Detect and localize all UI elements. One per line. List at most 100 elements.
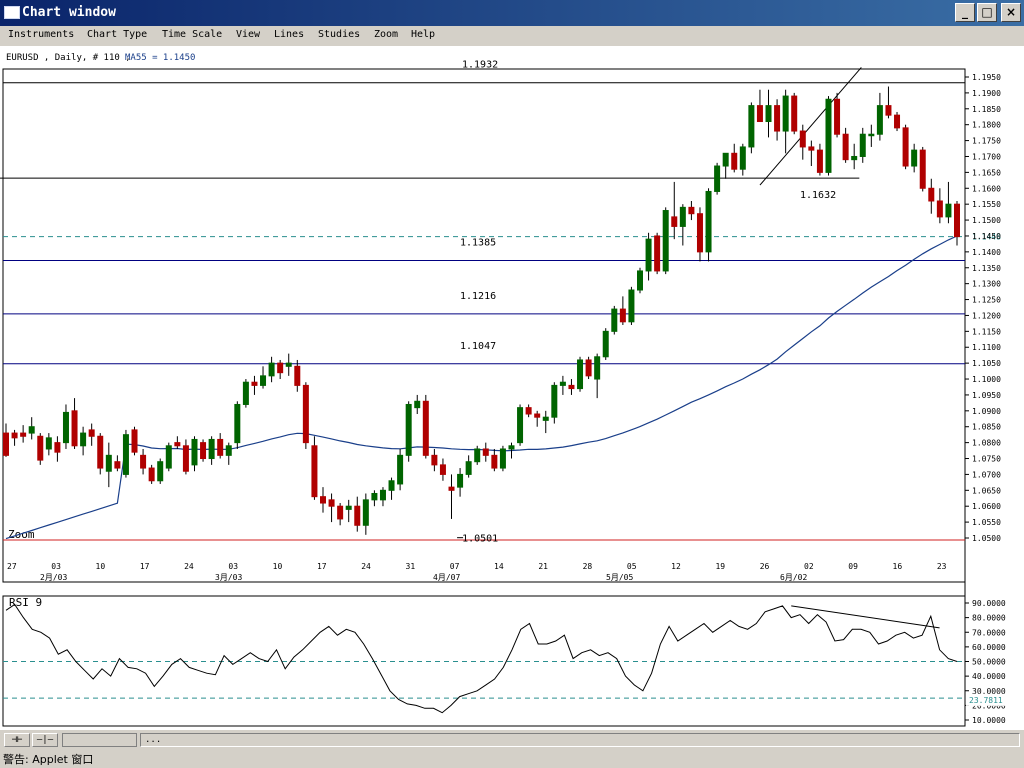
candle-body: [911, 149, 918, 167]
menu-bar: Instruments Chart Type Time Scale View L…: [0, 26, 1024, 46]
menu-chart-type[interactable]: Chart Type: [87, 29, 148, 40]
candle-body: [405, 403, 412, 456]
y-tick-label: 1.1100: [972, 343, 1001, 352]
candle-body: [894, 114, 901, 129]
low-annotation: 1.0501: [462, 534, 498, 545]
rsi-tick-label: 90.0000: [972, 599, 1006, 608]
candle-body: [671, 216, 678, 227]
y-tick-label: 1.1950: [972, 73, 1001, 82]
chart-area[interactable]: EURUSD , Daily, # 110 , MA55 = 1.1450 1.…: [0, 46, 1024, 730]
close-button[interactable]: ×: [1001, 3, 1021, 22]
candle-body: [140, 454, 147, 469]
candle-body: [705, 190, 712, 253]
rsi-tick-label: 20.0000: [972, 701, 1006, 710]
trend-line: [759, 67, 862, 186]
x-tick-label: 26: [760, 562, 770, 571]
y-tick-label: 1.1400: [972, 248, 1001, 257]
y-tick-label: 1.0950: [972, 391, 1001, 400]
title-bar: Chart window _ □ ×: [0, 0, 1024, 26]
rsi-trend-line: [791, 605, 940, 629]
candle-body: [345, 505, 352, 510]
y-tick-label: 1.0700: [972, 470, 1001, 479]
x-tick-label: 14: [494, 562, 504, 571]
candle-body: [277, 362, 284, 374]
candle-body: [482, 448, 489, 456]
candle-body: [328, 499, 335, 507]
candle-body: [756, 105, 763, 123]
candle-body: [568, 384, 575, 390]
candle-body: [919, 149, 926, 189]
menu-help[interactable]: Help: [411, 29, 436, 40]
candle-body: [80, 432, 87, 447]
zoom-out-button[interactable]: —|—: [32, 733, 58, 747]
candle-body: [731, 152, 738, 170]
y-tick-label: 1.1000: [972, 375, 1001, 384]
rsi-tick-label: 50.0000: [972, 658, 1006, 667]
candle-body: [714, 165, 721, 192]
y-tick-label: 1.0600: [972, 502, 1001, 511]
candle-body: [577, 359, 584, 390]
menu-view[interactable]: View: [236, 29, 261, 40]
menu-zoom[interactable]: Zoom: [374, 29, 399, 40]
x-tick-label: 27: [7, 562, 17, 571]
rsi-tick-label: 60.0000: [972, 643, 1006, 652]
candle-body: [448, 486, 455, 491]
candle-body: [337, 505, 344, 520]
candle-body: [559, 381, 566, 386]
candle-body: [208, 438, 215, 460]
candle-body: [902, 127, 909, 167]
candle-body: [165, 445, 172, 469]
menu-time-scale[interactable]: Time Scale: [162, 29, 223, 40]
y-tick-label: 1.1450: [972, 232, 1001, 241]
y-tick-label: 1.1200: [972, 311, 1001, 320]
menu-studies[interactable]: Studies: [318, 29, 361, 40]
candle-body: [225, 445, 232, 456]
candle-body: [45, 437, 52, 450]
candle-body: [97, 435, 104, 469]
menu-lines[interactable]: Lines: [274, 29, 305, 40]
x-tick-label: 10: [96, 562, 106, 571]
candle-body: [302, 384, 309, 444]
candle-body: [465, 461, 472, 475]
candle-body: [816, 149, 823, 173]
y-tick-label: 1.0900: [972, 407, 1001, 416]
candle-body: [457, 473, 464, 488]
window-title: Chart window: [22, 5, 116, 20]
rsi-tick-label: 30.0000: [972, 687, 1006, 696]
menu-instruments[interactable]: Instruments: [8, 29, 75, 40]
x-tick-label: 16: [893, 562, 903, 571]
x-tick-label: 07: [450, 562, 460, 571]
horizontal-scrollbar[interactable]: [62, 733, 137, 747]
candle-body: [217, 438, 224, 456]
zoom-in-button[interactable]: ⊣⊢: [4, 733, 30, 747]
candle-body: [242, 381, 249, 405]
candle-body: [354, 505, 361, 526]
candle-body: [782, 95, 789, 132]
horizontal-level-label: 1.1047: [460, 341, 496, 352]
y-tick-label: 1.1500: [972, 216, 1001, 225]
candle-body: [379, 489, 386, 501]
rsi-tick-label: 80.0000: [972, 614, 1006, 623]
minimize-button[interactable]: _: [955, 3, 975, 22]
x-month-label: 3月/03: [215, 573, 242, 582]
support-annotation: 1.1632: [800, 190, 836, 201]
candle-body: [654, 235, 661, 272]
candle-body: [397, 454, 404, 485]
y-tick-label: 1.1850: [972, 105, 1001, 114]
candle-body: [71, 410, 78, 447]
candle-body: [628, 289, 635, 323]
y-tick-label: 1.0550: [972, 518, 1001, 527]
candle-body: [157, 461, 164, 482]
x-tick-label: 02: [804, 562, 814, 571]
x-month-label: 5月/05: [606, 573, 633, 582]
current-price-label: 1.1448: [972, 233, 1001, 242]
y-tick-label: 1.0850: [972, 423, 1001, 432]
candle-body: [3, 432, 9, 456]
ma-value-label: MA55 = 1.1450: [125, 53, 195, 63]
applet-warning: 警告: Applet 窗口: [3, 753, 94, 766]
candle-body: [260, 375, 267, 386]
candle-body: [534, 413, 541, 418]
maximize-button[interactable]: □: [977, 3, 997, 22]
candle-body: [774, 105, 781, 132]
ma55-line: [5, 235, 958, 540]
